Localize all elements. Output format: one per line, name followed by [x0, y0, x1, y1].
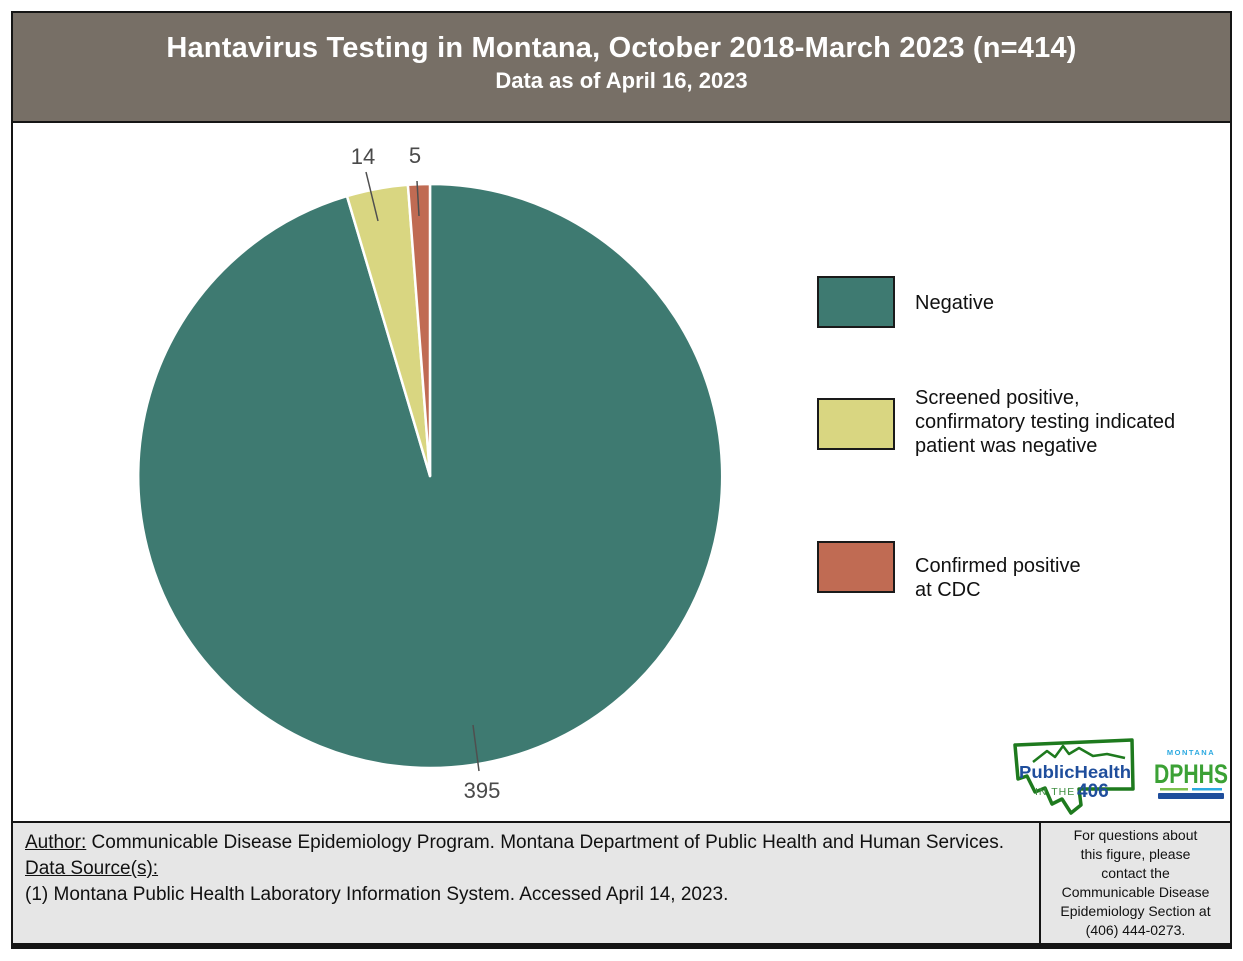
legend-label-screened-positive: Screened positive, confirmatory testing …: [915, 387, 1176, 457]
source-line: (1) Montana Public Health Laboratory Inf…: [25, 884, 729, 905]
montana-outline-icon: [1013, 738, 1135, 815]
pie-slice-2: [406, 182, 432, 478]
pie-data-label-1: 14: [351, 144, 375, 169]
pie-data-label-2: 5: [409, 143, 421, 168]
dphhs-name-text: DPHHS: [1154, 759, 1228, 789]
footer-notes: Author: Communicable Disease Epidemiolog…: [13, 823, 1039, 943]
author-text: Communicable Disease Epidemiology Progra…: [91, 832, 1004, 853]
dphhs-tagline-bar2-icon: [1192, 788, 1222, 791]
chart-title: Hantavirus Testing in Montana, October 2…: [166, 32, 1077, 64]
dphhs-tagline-bar-icon: [1160, 788, 1188, 791]
legend-swatch-screened-positive: [817, 398, 895, 450]
chart-subtitle: Data as of April 16, 2023: [495, 68, 748, 93]
dphhs-banner-icon: [1158, 793, 1224, 799]
legend-swatch-confirmed-positive: [817, 541, 895, 593]
publichealth-logo-text: PublicHealth: [1019, 762, 1131, 782]
figure-frame: Hantavirus Testing in Montana, October 2…: [11, 11, 1232, 949]
mountain-ridge-icon: [1032, 744, 1126, 763]
pie-label-leader-2: [416, 180, 420, 217]
in-the-logo-text: IN THE: [1035, 786, 1075, 798]
chart-area: 395 14 5 Negative Screened positive, confi…: [13, 123, 1230, 821]
legend-label-confirmed-positive: Confirmed positive at CDC: [915, 555, 1081, 601]
source-label: Data Source(s):: [25, 858, 159, 879]
author-line: Author: Communicable Disease Epidemiolog…: [25, 830, 1027, 856]
source-label-line: Data Source(s):: [25, 856, 1027, 882]
pie-chart: 395 14 5: [136, 143, 724, 803]
legend-swatch-negative: [817, 276, 895, 328]
publichealth-406-logo: PublicHealth IN THE 406: [1013, 738, 1135, 815]
chart-header: Hantavirus Testing in Montana, October 2…: [13, 13, 1230, 123]
figure-footer: Author: Communicable Disease Epidemiolog…: [13, 821, 1230, 943]
406-logo-text: 406: [1077, 781, 1109, 802]
contact-box: For questions about this figure, please …: [1039, 823, 1230, 943]
pie-label-leader-1: [365, 171, 379, 222]
dphhs-montana-text: MONTANA: [1167, 748, 1215, 757]
pie-label-leader-0: [472, 724, 480, 772]
legend-label-negative: Negative: [915, 292, 994, 314]
pie-data-label-0: 395: [464, 778, 501, 803]
author-label: Author:: [25, 832, 87, 853]
dphhs-logo: MONTANA DPHHS: [1154, 748, 1228, 799]
